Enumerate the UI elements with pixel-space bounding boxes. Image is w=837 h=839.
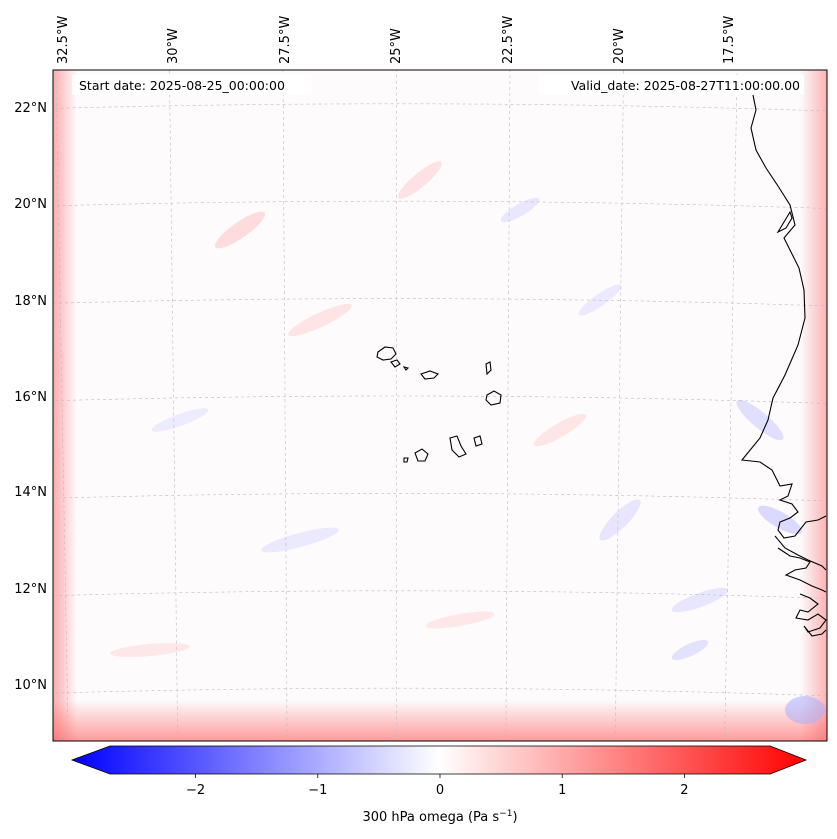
island-fogo xyxy=(414,448,429,462)
longitude-label: 30°W xyxy=(166,28,181,64)
latitude-label: 12°N xyxy=(14,582,47,597)
longitude-label: 25°W xyxy=(389,28,404,64)
latitude-label: 18°N xyxy=(14,294,47,309)
omega-field xyxy=(53,70,827,741)
colorbar-ticks: −2 −1 0 1 2 xyxy=(186,774,689,798)
map-frame xyxy=(52,69,828,742)
africa-coastline xyxy=(740,94,827,539)
colorbar-tick-label: 1 xyxy=(558,783,566,798)
start-date-label: Start date: 2025-08-25_00:00:00 xyxy=(79,78,285,93)
island-santo-antao xyxy=(376,346,397,361)
island-brava xyxy=(403,457,409,463)
longitude-label: 17.5°W xyxy=(722,16,737,64)
island-sao-vicente xyxy=(390,359,401,368)
longitude-labels: 32.5°W 30°W 27.5°W 25°W 22.5°W 20°W 17.5°W xyxy=(56,16,737,64)
longitude-label: 22.5°W xyxy=(501,16,516,64)
longitude-label: 32.5°W xyxy=(56,16,71,64)
parallel-line xyxy=(53,395,827,404)
longitude-label: 20°W xyxy=(612,28,627,64)
colorbar-tick-label: −1 xyxy=(308,783,327,798)
latitude-label: 14°N xyxy=(14,485,47,500)
island-sal xyxy=(485,361,492,376)
parallel-line xyxy=(53,298,827,307)
island-boa-vista xyxy=(485,390,502,406)
parallel-line xyxy=(53,687,827,697)
coastlines xyxy=(740,94,827,637)
colorbar-tick-label: 2 xyxy=(680,783,688,798)
latitude-label: 20°N xyxy=(14,197,47,212)
latitude-label: 10°N xyxy=(14,678,47,693)
latitude-label: 16°N xyxy=(14,390,47,405)
latitude-label: 22°N xyxy=(14,101,47,116)
island-santa-luzia xyxy=(402,366,410,371)
colorbar: −2 −1 0 1 2 300 hPa omega (Pa s−1) xyxy=(70,745,808,825)
island-santiago xyxy=(449,435,467,458)
colorbar-tick-label: 0 xyxy=(436,783,444,798)
valid-date-box xyxy=(538,75,804,95)
latitude-labels: 22°N 20°N 18°N 16°N 14°N 12°N 10°N xyxy=(14,101,47,693)
island-sao-nicolau xyxy=(420,370,439,380)
cape-verde-islands xyxy=(376,346,502,463)
longitude-label: 27.5°W xyxy=(278,16,293,64)
valid-date-label: Valid_date: 2025-08-27T11:00:00.00 xyxy=(571,78,800,93)
parallel-line xyxy=(53,493,827,502)
colorbar-label: 300 hPa omega (Pa s−1) xyxy=(362,809,517,825)
parallel-line xyxy=(53,200,827,209)
start-date-box xyxy=(72,75,312,95)
colorbar-body xyxy=(70,745,808,775)
island-maio xyxy=(473,435,483,447)
graticule xyxy=(53,70,827,741)
colorbar-tick-label: −2 xyxy=(186,783,205,798)
